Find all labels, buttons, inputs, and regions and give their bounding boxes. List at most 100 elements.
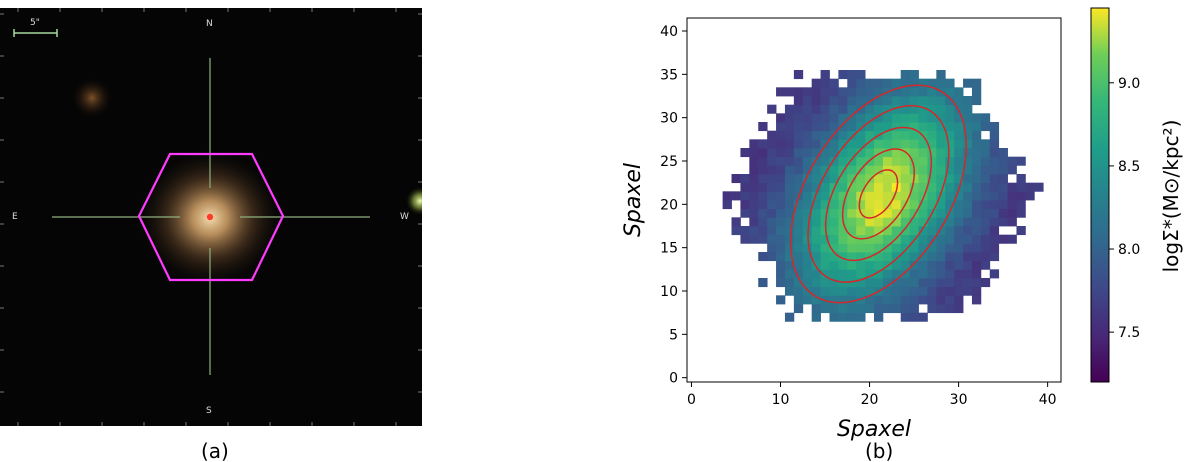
heatmap-cell: [963, 226, 973, 236]
heatmap-cell: [927, 156, 937, 166]
heatmap-cell: [963, 96, 973, 106]
heatmap-cell: [776, 234, 786, 244]
heatmap-cell: [882, 295, 893, 305]
heatmap-cell: [1016, 226, 1026, 236]
x-tick-label: 0: [687, 392, 696, 408]
heatmap-cell: [838, 260, 848, 270]
heatmap-cell: [945, 122, 955, 132]
heatmap-cell: [802, 130, 813, 140]
heatmap-cell: [820, 148, 830, 158]
heatmap-cell: [954, 182, 964, 192]
heatmap-cell: [989, 208, 1000, 218]
heatmap-cell: [802, 113, 813, 123]
heatmap-cell: [758, 200, 768, 210]
heatmap-cell: [918, 278, 928, 288]
heatmap-cell: [820, 191, 830, 201]
heatmap-cell: [767, 217, 777, 227]
heatmap-cell: [811, 156, 821, 166]
heatmap-cell: [847, 122, 857, 132]
heatmap-cell: [829, 252, 839, 262]
heatmap-cell: [891, 226, 902, 236]
heatmap-cell: [891, 139, 902, 149]
heatmap-cell: [784, 148, 795, 158]
heatmap-cell: [980, 174, 991, 184]
heatmap-cell: [784, 104, 795, 114]
heatmap-cell: [945, 243, 955, 253]
heatmap-cell: [776, 191, 786, 201]
heatmap-cell: [838, 104, 848, 114]
heatmap-cell: [1016, 182, 1026, 192]
heatmap-cell: [971, 278, 982, 288]
heatmap-cell: [936, 96, 946, 106]
heatmap-cell: [829, 174, 839, 184]
heatmap-cell: [784, 226, 795, 236]
heatmap-cell: [767, 156, 777, 166]
heatmap-cell: [936, 295, 946, 305]
heatmap-cell: [882, 130, 893, 140]
contour-line: [807, 104, 950, 283]
heatmap-cell: [820, 104, 830, 114]
heatmap-cell: [989, 130, 1000, 140]
heatmap-cell: [954, 156, 964, 166]
heatmap-cell: [945, 182, 955, 192]
heatmap-cell: [847, 139, 857, 149]
heatmap-cell: [749, 191, 759, 201]
heatmap-cell: [784, 156, 795, 166]
colorbar: [1091, 8, 1109, 382]
heatmap-cell: [891, 286, 902, 296]
heatmap-cell: [722, 200, 732, 210]
heatmap-cell: [865, 200, 875, 210]
sky-image: 5" N S E W: [0, 8, 422, 426]
heatmap-cell: [856, 174, 866, 184]
heatmap-cell: [909, 182, 919, 192]
heatmap-cell: [954, 278, 964, 288]
heatmap-cell: [971, 139, 982, 149]
heatmap-cell: [749, 139, 759, 149]
heatmap-cell: [856, 252, 866, 262]
heatmap-cell: [793, 87, 804, 97]
heatmap-cell: [874, 122, 884, 132]
heatmap-cell: [847, 252, 857, 262]
heatmap-cell: [936, 278, 946, 288]
heatmap-cell: [847, 200, 857, 210]
heatmap-cell: [909, 113, 919, 123]
heatmap-cell: [767, 200, 777, 210]
neighbor-source-1: [72, 78, 112, 118]
heatmap-cell: [882, 139, 893, 149]
heatmap-cell: [971, 243, 982, 253]
heatmap-cell: [891, 243, 902, 253]
heatmap-cell: [829, 269, 839, 279]
heatmap-cell: [820, 78, 830, 88]
heatmap-cell: [847, 113, 857, 123]
heatmap-cell: [998, 182, 1008, 192]
heatmap-cell: [945, 252, 955, 262]
heatmap-cell: [909, 304, 919, 314]
heatmap-cell: [856, 156, 866, 166]
heatmap-cell: [793, 200, 804, 210]
heatmap-cell: [811, 87, 821, 97]
heatmap-cell: [882, 96, 893, 106]
heatmap-cell: [971, 234, 982, 244]
heatmap-cell: [954, 165, 964, 175]
heatmap-cell: [874, 148, 884, 158]
heatmap-cell: [936, 174, 946, 184]
heatmap-cell: [838, 243, 848, 253]
heatmap-cell: [776, 243, 786, 253]
heatmap-cell: [882, 269, 893, 279]
heatmap-cell: [882, 78, 893, 88]
heatmap-cell: [882, 243, 893, 253]
heatmap-cell: [784, 130, 795, 140]
heatmap-cell: [945, 113, 955, 123]
y-axis-ticks: 0 5 10 15 20 25 30 35 40: [660, 24, 687, 387]
heatmap-cell: [820, 130, 830, 140]
heatmap-cell: [1016, 191, 1026, 201]
heatmap-cell: [1007, 182, 1017, 192]
heatmap-cell: [927, 122, 937, 132]
heatmap-cell: [971, 260, 982, 270]
colorbar-frame: [1090, 7, 1110, 383]
heatmap-cell: [1007, 217, 1017, 227]
heatmap-cell: [776, 295, 786, 305]
heatmap-cell: [758, 174, 768, 184]
heatmap-cell: [856, 104, 866, 114]
heatmap-cell: [909, 208, 919, 218]
